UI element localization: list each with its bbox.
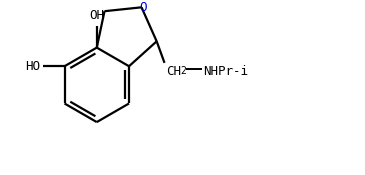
Text: OH: OH <box>89 9 104 22</box>
Text: 2: 2 <box>180 66 186 76</box>
Text: NHPr-i: NHPr-i <box>203 65 248 78</box>
Text: CH: CH <box>166 65 181 78</box>
Text: O: O <box>139 1 146 14</box>
Text: HO: HO <box>25 60 40 73</box>
